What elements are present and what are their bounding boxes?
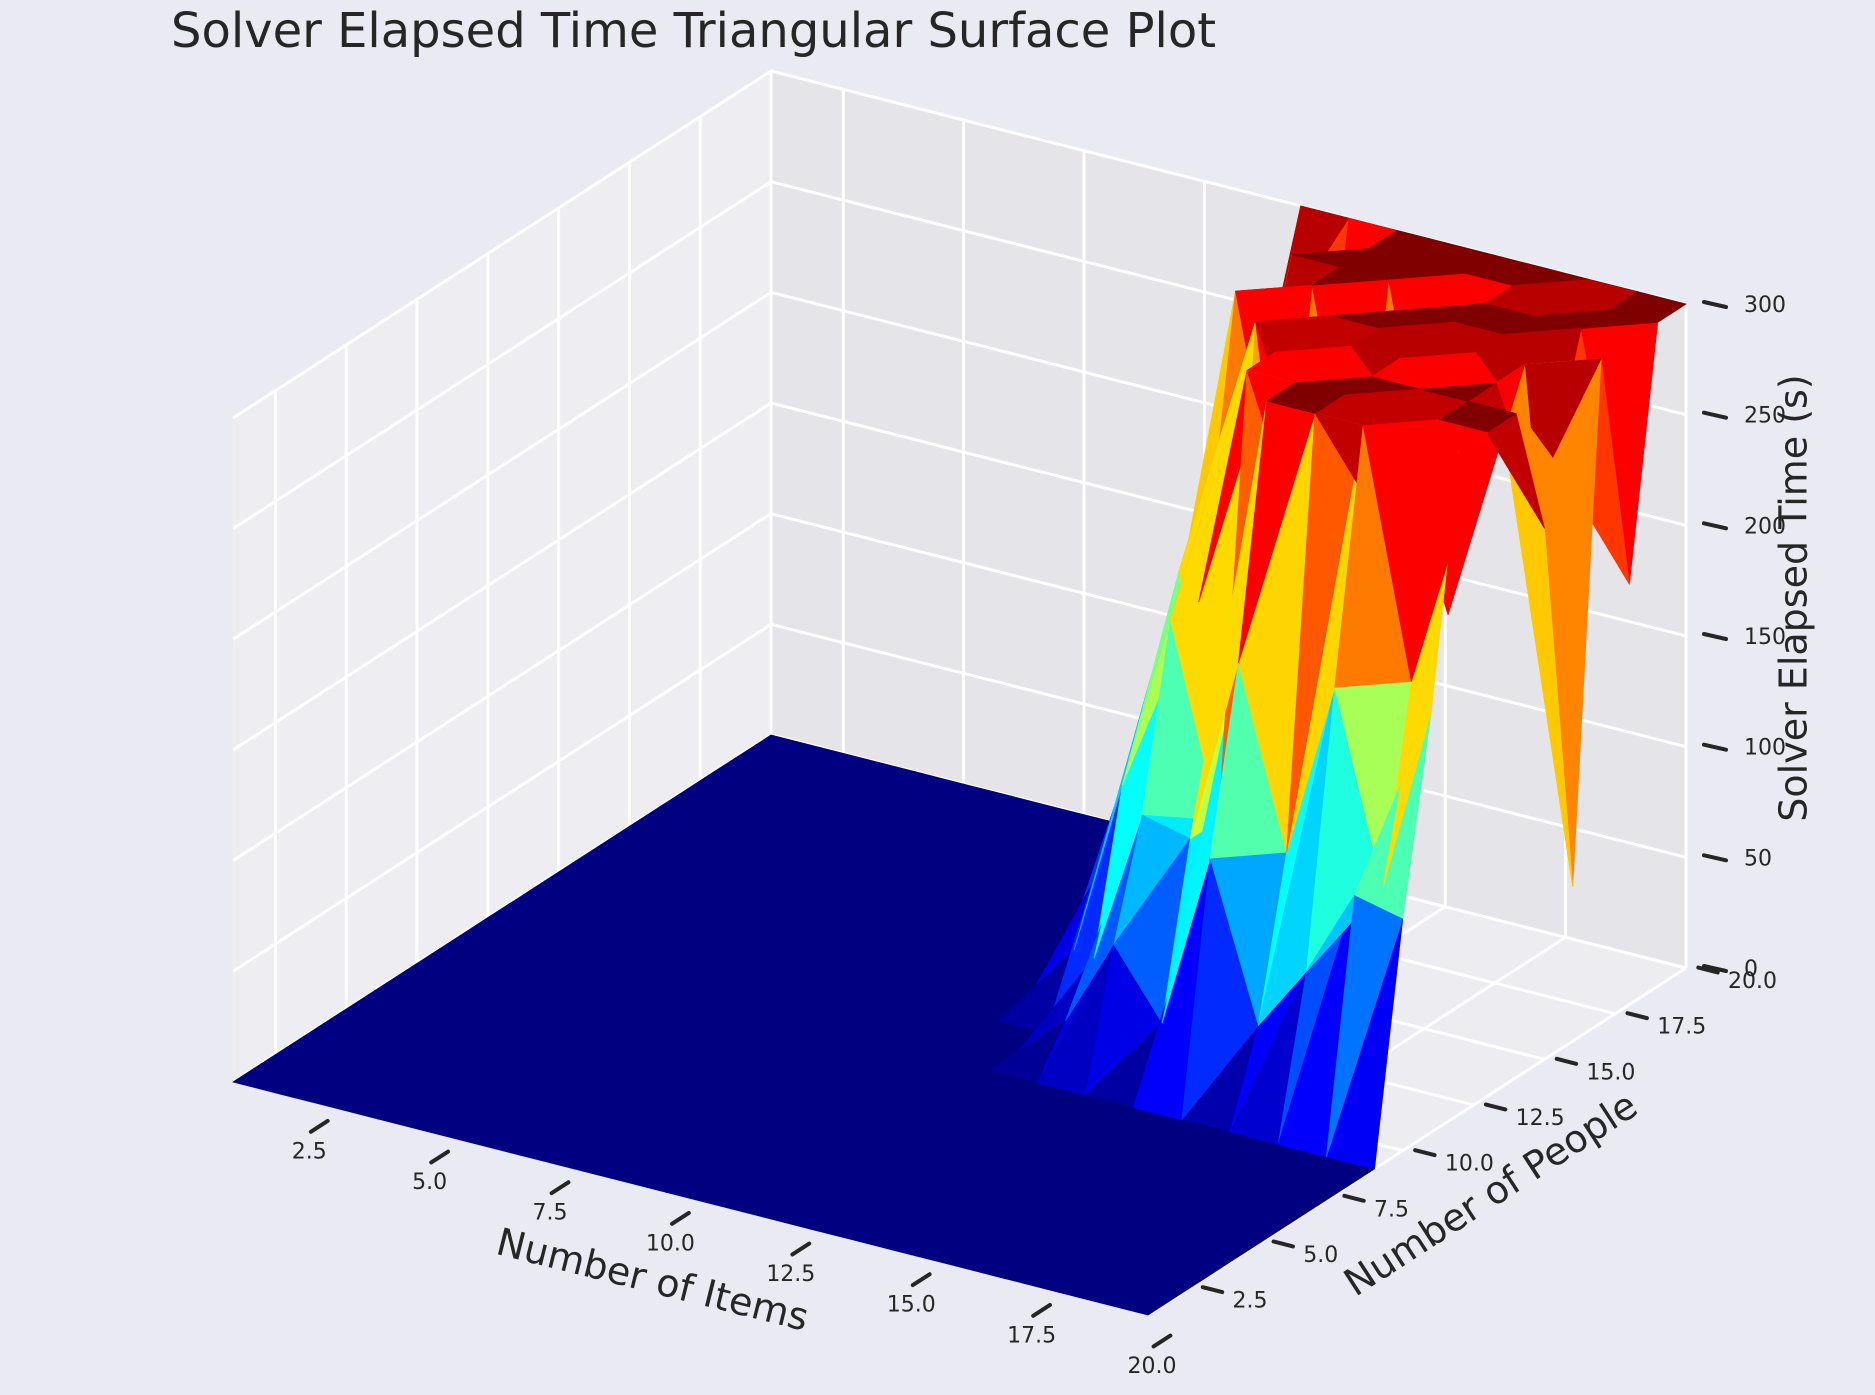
- tick-mark: [1483, 1102, 1508, 1112]
- y-tick-label: 12.5: [1516, 1106, 1565, 1131]
- grid-line: [232, 180, 772, 530]
- tick-mark: [1342, 1193, 1366, 1203]
- surface-facet: [1524, 358, 1602, 458]
- tick-mark: [1554, 1056, 1579, 1066]
- z-tick-label: 50: [1744, 846, 1772, 871]
- chart-title: Solver Elapsed Time Triangular Surface P…: [171, 3, 1216, 59]
- tick-mark: [1271, 1239, 1295, 1249]
- y-tick-label: 15.0: [1586, 1060, 1635, 1085]
- y-tick-label: 10.0: [1445, 1152, 1494, 1177]
- tick-mark: [1702, 964, 1728, 973]
- x-tick-label: 15.0: [887, 1293, 936, 1318]
- x-tick-label: 12.5: [766, 1262, 815, 1287]
- y-tick-label: 20.0: [1728, 969, 1777, 994]
- x-tick-label: 7.5: [533, 1201, 568, 1226]
- tick-mark: [1200, 1285, 1225, 1295]
- tick-mark: [1702, 632, 1728, 641]
- tick-mark: [910, 1272, 932, 1288]
- tick-mark: [1702, 521, 1728, 531]
- grid-line: [232, 623, 772, 973]
- tick-mark: [1702, 742, 1728, 752]
- tick-mark: [1031, 1302, 1053, 1318]
- x-tick-label: 10.0: [646, 1231, 695, 1256]
- z-axis-label: Solver Elapsed Time (s): [1772, 374, 1816, 821]
- y-tick-label: 5.0: [1303, 1243, 1338, 1268]
- surface-facet: [1099, 1296, 1177, 1316]
- grid-line: [232, 512, 772, 862]
- x-tick-label: 20.0: [1128, 1354, 1177, 1379]
- z-tick-label: 250: [1744, 404, 1786, 429]
- surface-facet: [1439, 413, 1517, 433]
- surface-facet: [1419, 382, 1497, 402]
- tick-mark: [1625, 1011, 1649, 1021]
- grid-line: [232, 291, 772, 641]
- z-tick-label: 300: [1744, 293, 1786, 318]
- tick-mark: [1702, 410, 1728, 420]
- tick-mark: [1696, 965, 1720, 975]
- y-tick-label: 7.5: [1374, 1197, 1409, 1222]
- tick-mark: [1702, 853, 1728, 863]
- tick-mark: [1702, 300, 1728, 309]
- grid-line: [232, 401, 772, 752]
- tick-mark: [308, 1118, 330, 1134]
- surface-facet: [1388, 260, 1466, 280]
- z-tick-label: 100: [1744, 736, 1786, 761]
- surface-facet: [1382, 449, 1460, 889]
- tick-mark: [670, 1210, 691, 1226]
- tick-mark: [549, 1180, 571, 1196]
- z-tick-label: 150: [1744, 625, 1786, 650]
- z-tick-label: 0: [1744, 957, 1758, 982]
- grid-line: [232, 69, 772, 420]
- tick-mark: [1413, 1148, 1437, 1158]
- surface-facet: [1311, 266, 1389, 286]
- x-tick-label: 17.5: [1007, 1323, 1056, 1348]
- surface-facet: [1266, 394, 1344, 414]
- tick-mark: [790, 1241, 812, 1257]
- x-tick-label: 2.5: [292, 1139, 327, 1164]
- x-tick-label: 5.0: [412, 1170, 447, 1195]
- surface-facet: [1410, 431, 1489, 682]
- y-tick-label: 17.5: [1657, 1015, 1706, 1040]
- z-tick-label: 200: [1744, 514, 1786, 539]
- tick-mark: [1151, 1333, 1173, 1349]
- surface-facet: [1580, 309, 1659, 329]
- tick-mark: [429, 1149, 451, 1165]
- y-tick-label: 2.5: [1232, 1289, 1267, 1314]
